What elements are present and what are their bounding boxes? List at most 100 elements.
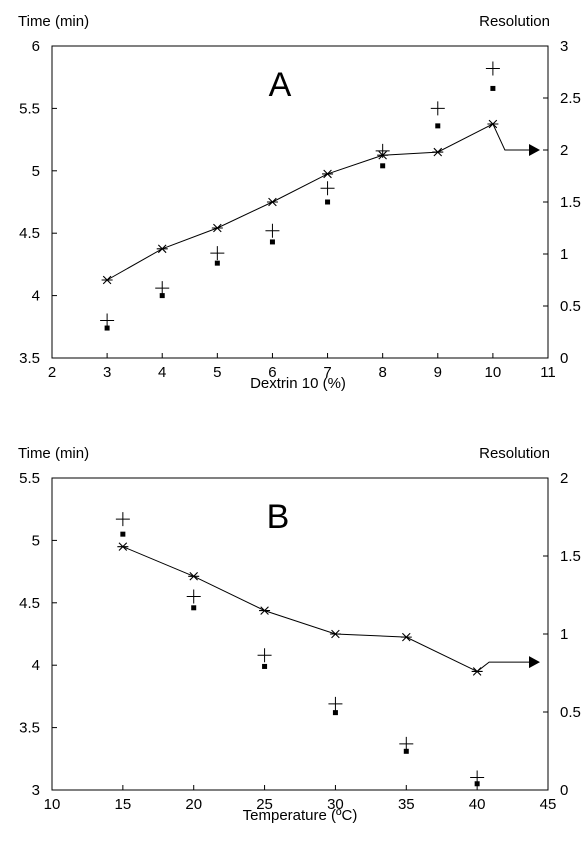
panel-a-time-square-point — [159, 293, 165, 299]
panel-b-time-square-point — [191, 605, 197, 611]
panel-b-time-plus-point — [186, 589, 201, 604]
panel-a-time-square-point — [325, 199, 331, 205]
panel-b-left-y-tick-label: 3.5 — [19, 720, 40, 737]
panel-b-time-plus-point — [399, 736, 414, 751]
panel-a-plot-frame — [51, 45, 549, 359]
panel-b-x-axis-title: Temperature (ºC) — [243, 807, 358, 824]
panel-b-resolution-asterisk-point — [117, 542, 129, 551]
panel-b-time-square-point — [120, 531, 126, 537]
panel-a-time-square-point — [104, 325, 110, 331]
panel-a-x-axis-title: Dextrin 10 (%) — [250, 375, 346, 392]
panel-a-right-y-tick-label: 2 — [560, 142, 568, 159]
panel-b-marks: 10 15 20 25 30 35 40 45 3 3.5 4 4.5 5 5.5 0 0.5 1 1.5 2 — [19, 470, 581, 813]
panel-b-x-tick-label: 15 — [115, 796, 132, 813]
panel-a-time-square-point — [269, 239, 275, 245]
panel-a-right-y-tick-label: 1 — [560, 246, 568, 263]
panel-b-x-tick-label: 30 — [327, 796, 344, 813]
panel-a-resolution-asterisk-point — [101, 275, 113, 285]
panel-a-right-y-tick-label: 0 — [560, 350, 568, 367]
panel-b-x-tick-label: 20 — [185, 796, 202, 813]
panel-b-x-tick-label: 45 — [540, 796, 557, 813]
panel-b-left-y-tick-label: 4.5 — [19, 595, 40, 612]
panel-b-right-axis-title: Resolution — [479, 445, 550, 462]
panel-a-x-tick-label: 10 — [485, 364, 502, 381]
panel-b-x-tick-label: 10 — [44, 796, 61, 813]
panel-a-resolution-asterisk-point — [432, 147, 444, 157]
panel-b-time-plus-point — [257, 648, 272, 663]
panel-b-right-axis-arrow-line — [476, 661, 530, 672]
panel-b-right-y-tick-label: 1 — [560, 626, 568, 643]
panel-b-left-y-tick-label: 5 — [32, 532, 40, 549]
panel-b-time-plus-point — [115, 512, 130, 527]
panel-a-x-tick-label: 2 — [48, 364, 56, 381]
panel-a: Time (min) Resolution A Dextrin 10 (%) 2… — [18, 13, 581, 392]
panel-b-panel-label: B — [267, 498, 290, 536]
panel-a-left-y-tick-label: 5.5 — [19, 100, 40, 117]
panel-a-x-tick-label: 5 — [213, 364, 221, 381]
panel-a-right-y-tick-label: 2.5 — [560, 90, 581, 107]
panel-b-time-square-point — [332, 710, 338, 716]
panel-a-resolution-asterisk-point — [211, 223, 223, 233]
panel-a-time-plus-point — [100, 313, 115, 328]
panel-b-right-y-tick-label: 0.5 — [560, 704, 581, 721]
panel-b-resolution-asterisk-point — [471, 667, 483, 676]
panel-a-left-y-tick-label: 3.5 — [19, 350, 40, 367]
panel-b-right-axis-arrow-head — [529, 656, 540, 669]
panel-b-time-square-point — [403, 748, 409, 754]
panel-a-right-y-tick-label: 1.5 — [560, 194, 581, 211]
panel-b-resolution-asterisk-point — [329, 629, 341, 639]
panel-b-x-tick-label: 35 — [398, 796, 415, 813]
panel-a-time-square-point — [490, 85, 496, 91]
panel-a-time-plus-point — [320, 181, 335, 196]
panel-a-time-square-point — [435, 123, 441, 129]
panel-a-x-tick-label: 3 — [103, 364, 111, 381]
panel-a-x-tick-label: 8 — [378, 364, 386, 381]
panel-a-time-square-point — [214, 260, 220, 266]
panel-a-left-axis-title: Time (min) — [18, 13, 89, 30]
panel-a-right-y-tick-label: 0.5 — [560, 298, 581, 315]
panel-a-left-y-tick-label: 4.5 — [19, 225, 40, 242]
panel-a-resolution-asterisk-point — [487, 119, 499, 129]
panel-a-time-plus-point — [210, 246, 225, 261]
panel-b-resolution-line — [122, 546, 478, 672]
panel-a-x-tick-label: 11 — [540, 364, 556, 381]
panel-a-resolution-asterisk-point — [322, 169, 334, 179]
panel-b-left-y-tick-label: 4 — [32, 657, 40, 674]
panel-a-x-tick-label: 6 — [268, 364, 276, 381]
panel-a-time-plus-point — [265, 223, 280, 238]
panel-b-resolution-asterisk-point — [188, 572, 200, 581]
panel-a-x-tick-label: 7 — [323, 364, 331, 381]
panel-a-right-axis-arrow-line — [492, 123, 530, 151]
panel-b-left-y-tick-label: 5.5 — [19, 470, 40, 487]
panel-b: Time (min) Resolution B Temperature (ºC)… — [18, 445, 581, 824]
panel-a-resolution-asterisk-point — [266, 197, 278, 207]
panel-a-left-y-tick-label: 4 — [32, 288, 40, 305]
panel-b-resolution-asterisk-point — [259, 606, 271, 615]
panel-a-time-plus-point — [430, 101, 445, 116]
panel-a-time-square-point — [380, 163, 386, 169]
panel-a-x-tick-label: 9 — [434, 364, 442, 381]
panel-b-x-tick-label: 40 — [469, 796, 486, 813]
panel-a-right-y-tick-label: 3 — [560, 38, 568, 55]
panel-b-resolution-asterisk-point — [400, 632, 412, 642]
panel-a-right-axis-arrow-head — [529, 144, 540, 156]
panel-b-x-tick-label: 25 — [256, 796, 273, 813]
panel-a-time-plus-point — [485, 61, 500, 76]
panel-b-plot-frame — [51, 477, 549, 791]
panel-b-left-axis-title: Time (min) — [18, 445, 89, 462]
panel-b-time-square-point — [474, 781, 480, 787]
panel-a-resolution-asterisk-point — [156, 244, 168, 254]
panel-a-resolution-asterisk-point — [377, 150, 389, 160]
panel-b-time-plus-point — [328, 696, 343, 711]
panel-a-marks: 2 3 4 5 6 7 8 9 10 11 3.5 4 4.5 5 5.5 6 0 0.5 1 1.5 2 2.5 3 — [19, 38, 581, 381]
panel-b-right-y-tick-label: 2 — [560, 470, 568, 487]
panel-a-right-axis-title: Resolution — [479, 13, 550, 30]
panel-b-time-square-point — [262, 663, 268, 669]
panel-b-right-y-tick-label: 0 — [560, 782, 568, 799]
panel-a-left-y-tick-label: 6 — [32, 38, 40, 55]
panel-b-right-y-tick-label: 1.5 — [560, 548, 581, 565]
panel-a-time-plus-point — [155, 281, 170, 296]
panel-a-panel-label: A — [269, 66, 292, 104]
panel-a-left-y-tick-label: 5 — [32, 163, 40, 180]
